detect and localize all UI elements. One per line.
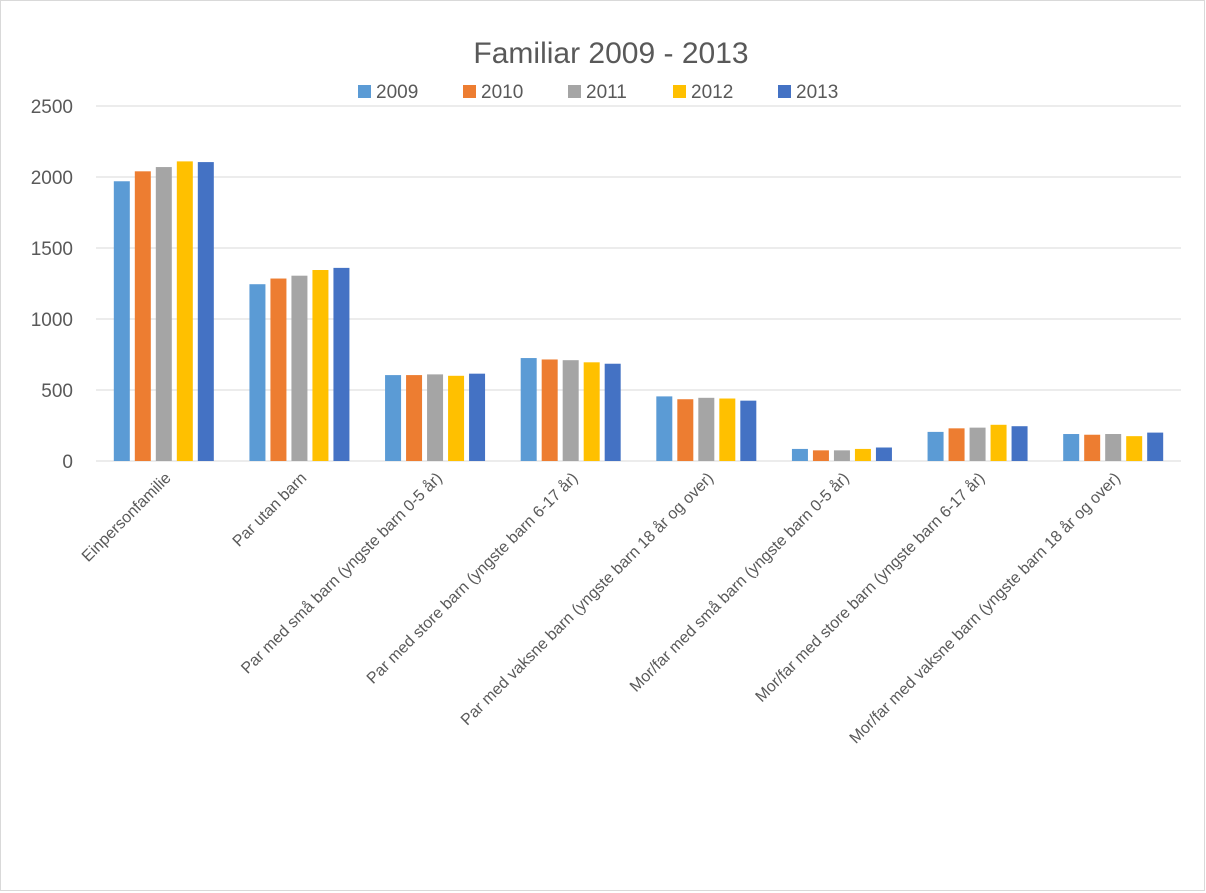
category-label: Mor/far med små barn (yngste barn 0-5 år…: [626, 469, 853, 696]
y-tick-label: 1500: [31, 239, 73, 260]
category-label: Einpersonfamilie: [79, 470, 175, 566]
bar-2009: [656, 396, 673, 461]
legend-swatch: [778, 85, 791, 98]
bar-2009: [249, 284, 266, 461]
bars: [113, 161, 1164, 461]
bar-2011: [833, 450, 850, 461]
y-tick-label: 2500: [31, 97, 73, 118]
bar-2010: [812, 450, 829, 461]
category-label: Mor/far med store barn (yngste barn 6-17…: [752, 469, 989, 706]
bar-2012: [176, 161, 193, 461]
legend: 2009 2010 2011 2012 2013: [358, 82, 838, 103]
bar-2010: [541, 359, 558, 461]
bar-2011: [1105, 434, 1122, 461]
y-tick-label: 2000: [31, 168, 73, 189]
bar-2011: [291, 275, 308, 461]
bar-2012: [1126, 436, 1143, 461]
y-tick-label: 0: [62, 452, 73, 473]
y-tick-label: 1000: [31, 310, 73, 331]
bar-2013: [197, 162, 214, 461]
legend-label: 2013: [796, 82, 838, 103]
legend-label: 2011: [586, 82, 627, 103]
y-axis-ticks: 0 500 1000 1500 2000 2500: [31, 97, 73, 473]
bar-2013: [875, 447, 892, 461]
legend-label: 2012: [691, 82, 733, 103]
bar-2010: [948, 428, 965, 461]
bar-2011: [969, 427, 986, 461]
bar-2010: [134, 171, 151, 461]
legend-label: 2010: [481, 82, 523, 103]
y-tick-label: 500: [41, 381, 73, 402]
bar-2011: [427, 374, 444, 461]
bar-2009: [1063, 434, 1080, 461]
chart-title: Familiar 2009 - 2013: [473, 37, 748, 70]
bar-2012: [312, 270, 329, 461]
bar-2009: [113, 181, 130, 461]
bar-2010: [677, 399, 694, 461]
bar-2011: [698, 397, 715, 461]
legend-swatch: [673, 85, 686, 98]
bar-2011: [155, 167, 172, 461]
bar-2012: [583, 362, 600, 461]
bar-2013: [740, 400, 757, 461]
bar-2012: [990, 424, 1007, 461]
bar-2010: [406, 375, 423, 461]
category-label: Mor/far med vaksne barn (yngste barn 18 …: [846, 469, 1124, 747]
bar-2013: [1147, 432, 1164, 461]
bar-2009: [520, 358, 537, 461]
legend-swatch: [463, 85, 476, 98]
legend-swatch: [568, 85, 581, 98]
bar-2013: [469, 373, 486, 461]
bar-2010: [270, 278, 287, 461]
bar-2013: [333, 267, 350, 461]
bar-2009: [385, 375, 402, 461]
category-label: Par med vaksne barn (yngste barn 18 år o…: [457, 469, 717, 729]
bar-2009: [927, 431, 944, 461]
category-label: Par utan barn: [230, 470, 311, 551]
legend-label: 2009: [376, 82, 418, 103]
bar-2013: [1011, 426, 1028, 461]
legend-swatch: [358, 85, 371, 98]
bar-2009: [791, 448, 808, 461]
bar-2012: [448, 375, 465, 461]
bar-2012: [719, 398, 736, 461]
bar-2010: [1084, 434, 1101, 461]
category-label: Par med store barn (yngste barn 6-17 år): [363, 469, 581, 687]
bar-2013: [604, 363, 621, 461]
bar-2012: [854, 448, 871, 461]
bar-2011: [562, 360, 579, 461]
